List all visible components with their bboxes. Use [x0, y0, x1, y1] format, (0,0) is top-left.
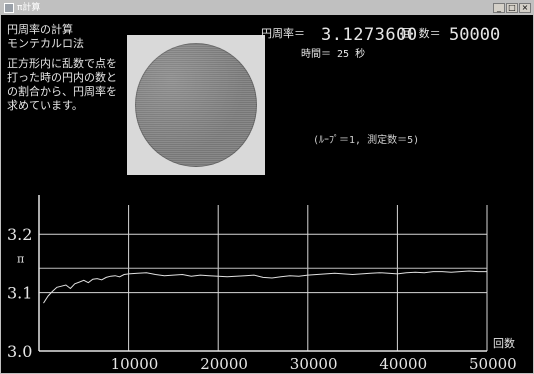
description-subtitle: モンテカルロ法	[7, 37, 84, 50]
close-button[interactable]: ×	[519, 3, 531, 13]
series-line	[43, 270, 487, 304]
title-left: π計算	[4, 3, 40, 13]
title-bar[interactable]: π計算 _ □ ×	[1, 1, 533, 15]
description-title: 円周率の計算	[7, 23, 73, 36]
maximize-button[interactable]: □	[506, 3, 518, 13]
x-axis-label: 回数	[493, 337, 515, 350]
pi-label: 円周率＝	[261, 27, 305, 40]
x-tick-label-3: 40000	[379, 355, 427, 373]
description-paragraph: 正方形内に乱数で点を打った時の円内の数との割合から、円周率を求めています。	[7, 57, 117, 112]
pi-value: 3.1273600	[321, 25, 418, 45]
x-tick-label-1: 20000	[200, 355, 248, 373]
minimize-button[interactable]: _	[493, 3, 505, 13]
window-title: π計算	[17, 3, 41, 13]
main-content: 円周率の計算 モンテカルロ法 正方形内に乱数で点を打った時の円内の数との割合から…	[1, 15, 533, 373]
x-tick-label-2: 30000	[290, 355, 338, 373]
count-value: 50000	[449, 25, 501, 45]
condition-label: (ﾙｰﾌﾟ＝1, 測定数＝5)	[313, 135, 420, 146]
x-tick-label-0: 10000	[111, 355, 159, 373]
window-controls: _ □ ×	[493, 3, 531, 13]
pi-marker: π	[17, 252, 24, 265]
y-tick-label-1: 3.1	[7, 284, 32, 303]
circle-plot	[135, 43, 257, 167]
x-tick-label-4: 50000	[469, 355, 517, 373]
description: 円周率の計算 モンテカルロ法 正方形内に乱数で点を打った時の円内の数との割合から…	[7, 23, 123, 113]
app-icon[interactable]	[4, 3, 14, 13]
pi-chart: 3.0 3.1 3.2 10000 20000 30000 40000 50000 回数 π	[7, 195, 517, 373]
y-tick-label-0: 3.0	[7, 342, 32, 361]
time-label: 時間＝ 25 秒	[301, 49, 366, 60]
count-label: 回 数＝	[401, 27, 441, 40]
square-plot	[127, 35, 265, 175]
y-tick-label-2: 3.2	[7, 225, 32, 244]
